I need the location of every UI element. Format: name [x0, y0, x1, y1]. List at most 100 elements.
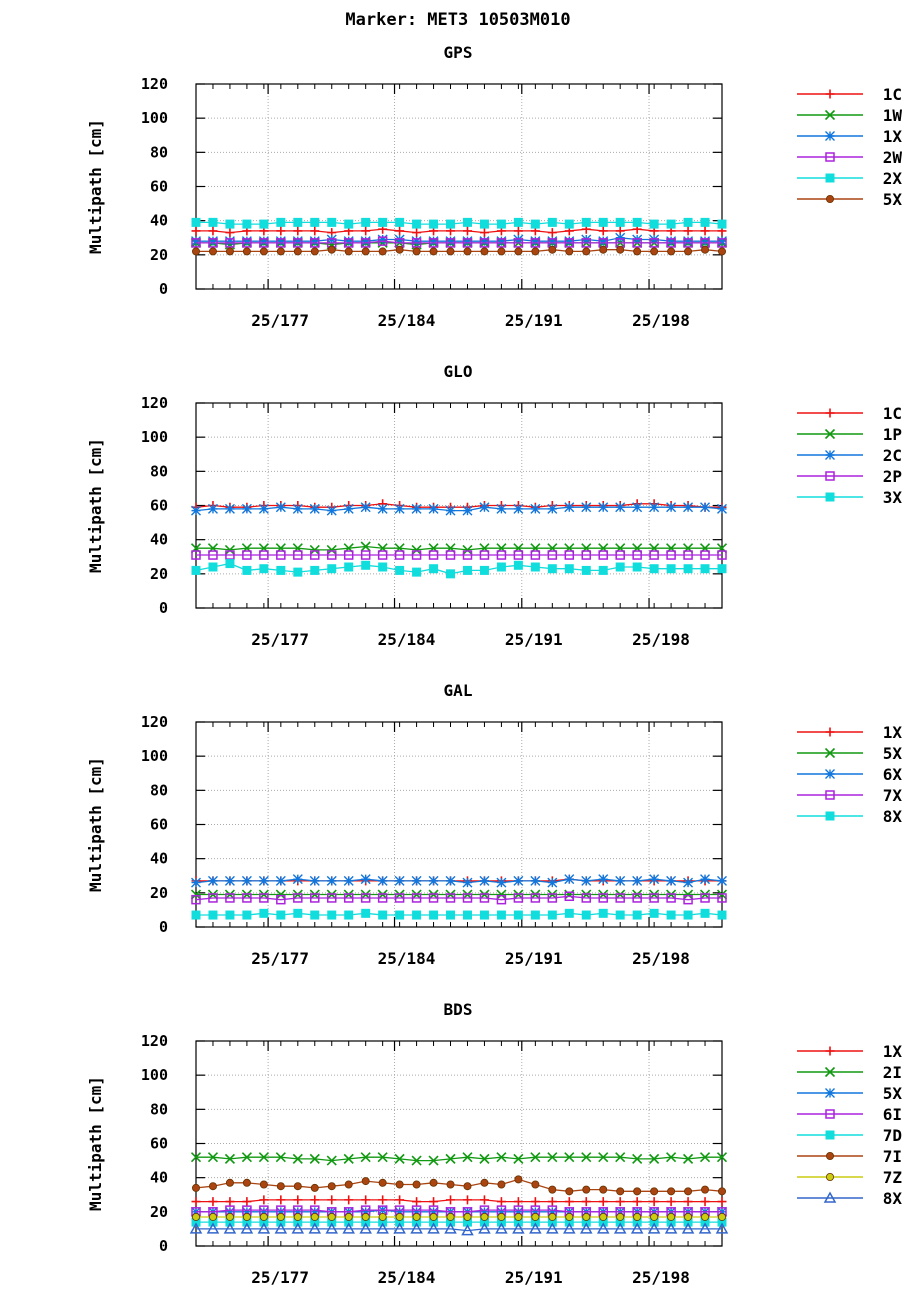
data-point — [581, 1152, 592, 1163]
y-tick-label: 100 — [141, 747, 168, 765]
data-point — [428, 875, 439, 886]
y-tick-label: 0 — [159, 599, 168, 617]
data-point — [259, 1195, 269, 1205]
legend-label: 2P — [883, 467, 902, 486]
data-point — [615, 502, 626, 513]
data-point — [344, 1217, 354, 1227]
data-point — [411, 238, 422, 248]
data-point — [718, 247, 727, 256]
y-tick-label: 40 — [150, 531, 168, 549]
legend-marker — [825, 811, 835, 821]
data-point — [564, 1217, 574, 1227]
legend-entry: 6I — [797, 1105, 902, 1124]
data-point — [684, 247, 693, 256]
data-point — [666, 502, 677, 513]
data-point — [224, 503, 235, 514]
x-tick-label: 25/184 — [378, 1268, 436, 1287]
data-point — [410, 1222, 423, 1234]
data-point — [361, 1177, 370, 1186]
legend-entry: 7I — [797, 1147, 902, 1166]
data-point — [615, 1152, 626, 1163]
data-point — [547, 877, 558, 888]
data-point — [225, 219, 235, 229]
data-point — [565, 1212, 574, 1221]
legend-label: 1X — [883, 127, 903, 146]
data-point — [293, 893, 303, 903]
data-point — [276, 894, 286, 905]
data-point — [529, 1222, 542, 1234]
data-point — [548, 245, 557, 254]
data-point — [242, 1178, 251, 1187]
data-point — [480, 1178, 489, 1187]
series-line — [196, 1199, 722, 1203]
data-point — [513, 1197, 523, 1207]
data-point — [361, 560, 371, 570]
series-1c — [191, 224, 727, 238]
data-point — [683, 550, 693, 560]
data-point — [582, 1185, 591, 1194]
data-point — [360, 236, 371, 247]
legend-marker — [823, 1191, 837, 1203]
data-point — [412, 1180, 421, 1189]
legend-marker — [824, 109, 836, 121]
data-point — [718, 1187, 727, 1196]
data-point — [292, 236, 303, 247]
data-point — [395, 565, 405, 575]
data-point — [191, 226, 201, 236]
data-point — [242, 1212, 251, 1221]
x-tick-label: 25/191 — [505, 1268, 563, 1287]
data-point — [548, 1212, 557, 1221]
data-point — [564, 564, 574, 574]
data-point — [378, 562, 388, 572]
legend-marker — [825, 152, 835, 162]
data-point — [581, 1197, 591, 1207]
data-point — [189, 1222, 203, 1234]
data-point — [667, 1187, 676, 1196]
legend-entry: 7Z — [797, 1168, 902, 1187]
data-point — [429, 247, 438, 256]
data-point — [208, 1182, 217, 1191]
data-point — [207, 1152, 219, 1163]
data-point — [496, 1152, 507, 1163]
data-point — [632, 562, 642, 572]
data-point — [547, 1206, 558, 1217]
data-point — [445, 238, 456, 248]
data-point — [190, 1152, 202, 1163]
data-point — [479, 910, 489, 920]
data-point — [649, 564, 659, 574]
y-axis-label: Multipath [cm] — [86, 757, 105, 892]
data-point — [242, 565, 252, 575]
data-point — [429, 1212, 438, 1221]
data-point — [428, 236, 439, 247]
data-point — [276, 1195, 286, 1205]
series-line — [195, 895, 722, 901]
data-point — [497, 1180, 506, 1189]
y-tick-label: 60 — [150, 497, 168, 515]
panel-bds: BDS 0 20 40 60 80 100 120 25/177 25/184 25/191 25/1… — [86, 1000, 902, 1287]
data-point — [530, 503, 541, 514]
data-point — [394, 893, 405, 903]
data-point — [463, 1182, 472, 1191]
y-tick-label: 40 — [150, 212, 168, 230]
data-point — [718, 1212, 727, 1221]
panel-gal: GAL 0 20 40 60 80 100 120 25/177 25/184 25/191 25/1… — [86, 681, 902, 968]
data-point — [513, 560, 523, 570]
data-point — [531, 1212, 540, 1221]
data-point — [293, 908, 303, 918]
data-point — [683, 236, 694, 247]
data-point — [411, 503, 422, 514]
data-point — [412, 219, 422, 229]
legend-marker — [826, 1173, 835, 1182]
data-point — [547, 1152, 558, 1163]
panel-title: GLO — [444, 362, 473, 381]
series-line — [196, 1228, 722, 1232]
data-point — [666, 910, 676, 920]
data-point — [513, 893, 524, 903]
series-1x — [191, 1195, 727, 1207]
series-6i — [191, 1205, 727, 1217]
data-point — [395, 910, 405, 920]
data-point — [496, 889, 507, 900]
data-point — [479, 875, 490, 886]
data-point — [427, 1222, 440, 1234]
